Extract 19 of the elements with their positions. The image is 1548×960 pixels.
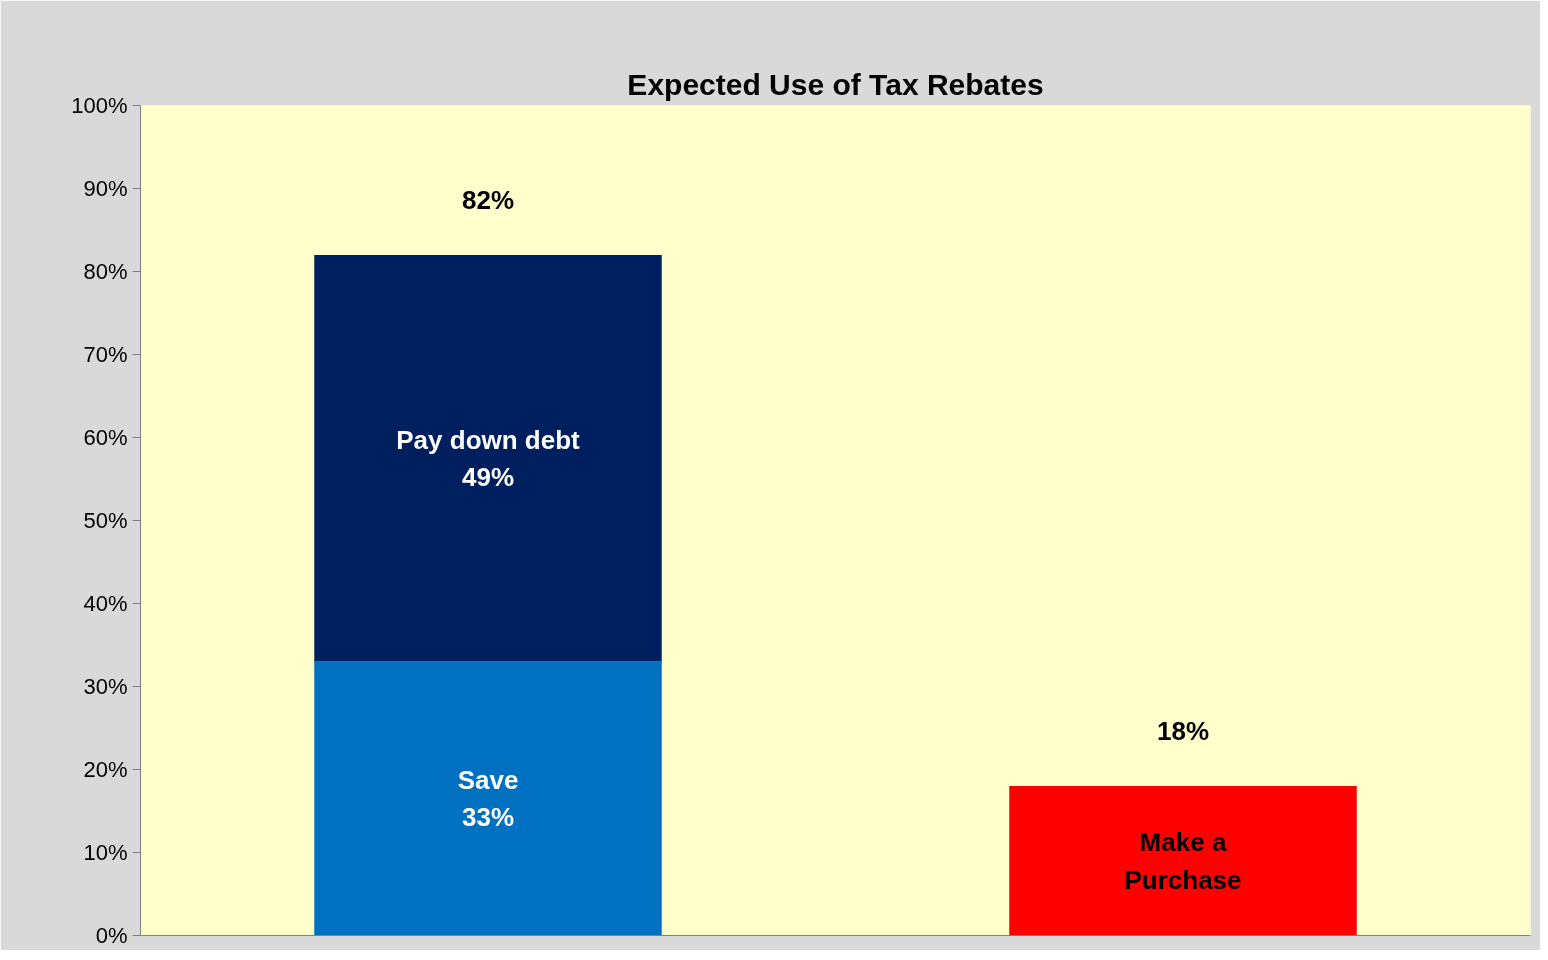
series-label: Make a Purchase [1124, 827, 1242, 895]
y-tick-label: 100% [71, 93, 128, 118]
y-tick-label: 50% [83, 508, 128, 533]
y-tick-label: 30% [83, 674, 128, 699]
y-tick-label: 20% [83, 757, 128, 782]
y-tick-label: 80% [83, 259, 128, 284]
total-label: 82% [461, 184, 515, 215]
total-label: 18% [1156, 716, 1210, 747]
data-label: 49% [461, 462, 515, 492]
y-tick-label: 60% [83, 425, 128, 450]
y-tick-label: 70% [83, 342, 128, 367]
data-label: 33% [461, 802, 515, 833]
y-tick-label: 90% [83, 176, 128, 201]
y-tick-label: 40% [83, 591, 128, 616]
y-tick-label: 10% [83, 840, 128, 865]
chart-title: Expected Use of Tax Rebates [627, 67, 1044, 101]
series-label: Save [457, 764, 519, 795]
y-tick-label: 0% [95, 923, 128, 948]
series-label: Pay down debt [396, 424, 581, 455]
